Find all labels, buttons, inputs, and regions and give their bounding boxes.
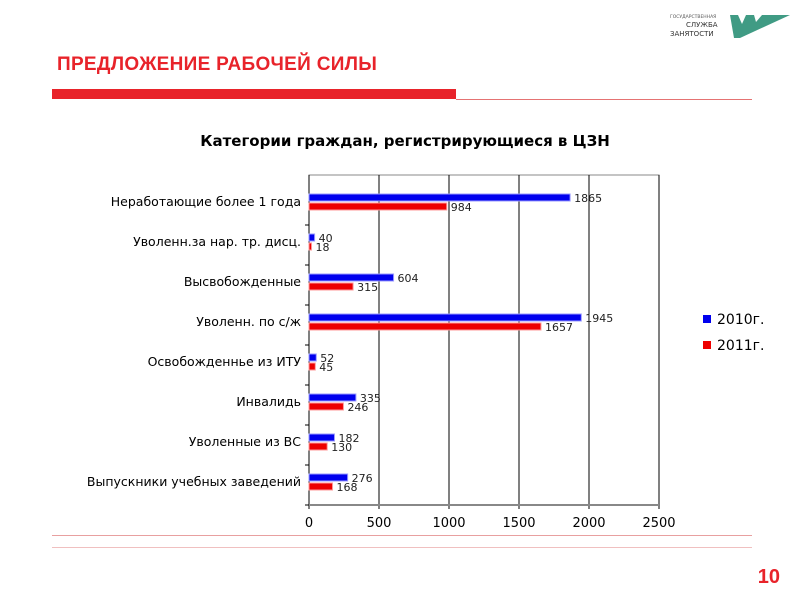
x-tick-label: 2500 — [642, 516, 675, 531]
bar-2011г. — [308, 442, 328, 451]
data-label: 52 — [320, 352, 334, 365]
svg-text:ГОСУДАРСТВЕННАЯ: ГОСУДАРСТВЕННАЯ — [670, 14, 716, 20]
data-label: 1945 — [585, 312, 613, 325]
category-label: Выпускники учебных заведений — [87, 474, 301, 489]
category-label: Инвалидь — [236, 394, 301, 409]
bar-2010г. — [308, 273, 395, 282]
x-tick-label: 500 — [367, 516, 392, 531]
bar-2011г. — [308, 202, 448, 211]
employment-service-logo: ГОСУДАРСТВЕННАЯ СЛУЖБА ЗАНЯТОСТИ — [668, 10, 793, 40]
data-label: 984 — [451, 201, 472, 214]
data-label: 276 — [352, 472, 373, 485]
category-label: Уволенн.за нар. тр. дисц. — [133, 234, 301, 249]
plot-area — [308, 174, 660, 506]
data-label: 1657 — [545, 321, 573, 334]
data-label: 130 — [331, 441, 352, 454]
footer-divider — [52, 535, 752, 536]
bar-2010г. — [308, 313, 582, 322]
legend-label: 2011г. — [717, 338, 764, 354]
category-label: Освобожденнье из ИТУ — [148, 354, 302, 369]
bar-2011г. — [308, 362, 316, 371]
chart-title: Категории граждан, регистрирующиеся в ЦЗ… — [200, 132, 610, 150]
data-label: 604 — [398, 272, 419, 285]
data-label: 315 — [357, 281, 378, 294]
data-label: 18 — [316, 241, 330, 254]
bar-2010г. — [308, 193, 571, 202]
category-label: Уволенные из ВС — [189, 434, 302, 449]
data-label: 1865 — [574, 192, 602, 205]
bar-2011г. — [308, 282, 354, 291]
x-tick-label: 0 — [305, 516, 313, 531]
data-label: 45 — [319, 361, 333, 374]
page-title: ПРЕДЛОЖЕНИЕ РАБОЧЕЙ СИЛЫ — [57, 54, 378, 75]
legend-label: 2010г. — [717, 312, 764, 328]
header-accent-bar — [52, 89, 456, 99]
x-tick-label: 2000 — [572, 516, 605, 531]
bar-2010г. — [308, 433, 335, 442]
category-label: Неработающие более 1 года — [111, 194, 301, 209]
bar-2011г. — [308, 482, 334, 491]
bar-2010г. — [308, 233, 316, 242]
page-number: 10 — [757, 566, 780, 588]
header-divider — [456, 99, 752, 100]
legend-swatch — [703, 315, 711, 323]
svg-text:СЛУЖБА: СЛУЖБА — [686, 21, 718, 29]
data-label: 246 — [347, 401, 368, 414]
bar-2010г. — [308, 393, 357, 402]
category-label: Уволенн. по с/ж — [196, 314, 301, 329]
category-label: Высвобожденные — [184, 274, 301, 289]
data-label: 182 — [338, 432, 359, 445]
bar-2011г. — [308, 322, 542, 331]
x-tick-label: 1500 — [502, 516, 535, 531]
data-label: 168 — [337, 481, 358, 494]
data-label: 40 — [319, 232, 333, 245]
svg-text:ЗАНЯТОСТИ: ЗАНЯТОСТИ — [670, 30, 714, 38]
data-label: 335 — [360, 392, 381, 405]
bar-2010г. — [308, 353, 317, 362]
x-tick-label: 1000 — [432, 516, 465, 531]
bar-2011г. — [308, 242, 313, 251]
legend-swatch — [703, 341, 711, 349]
bar-2010г. — [308, 473, 349, 482]
footer-divider-2 — [52, 547, 752, 548]
bar-2011г. — [308, 402, 344, 411]
